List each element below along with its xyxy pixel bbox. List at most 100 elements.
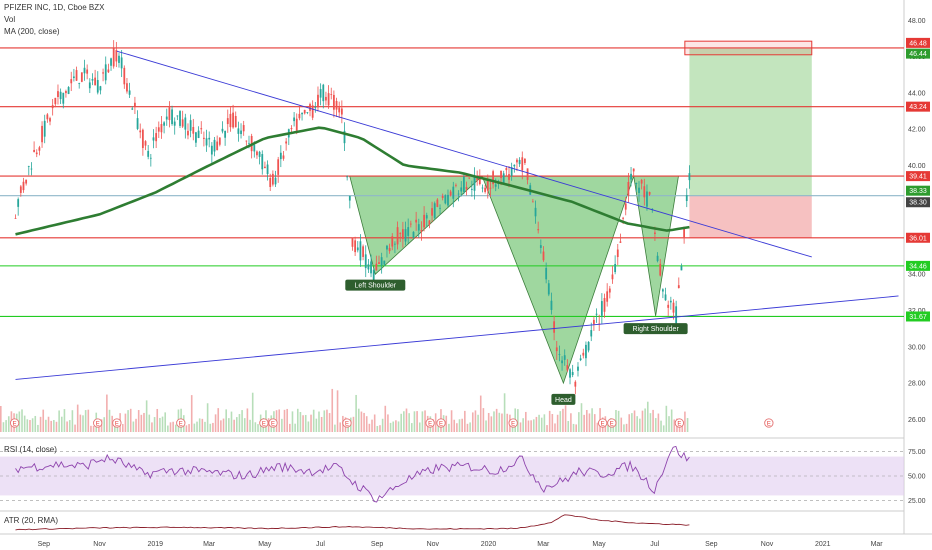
candle-body [253,145,256,152]
earnings-letter: E [511,422,515,428]
candle-body [630,173,632,180]
earnings-letter: E [610,422,614,428]
earnings-marker: E [674,418,685,428]
time-axis-tick-label: Sep [38,541,51,548]
earnings-marker: E [508,418,518,428]
candle-body [22,181,25,191]
volume-bar [596,422,599,432]
volume-bar [652,409,654,432]
candle-body [354,240,357,253]
candle-body [462,176,465,192]
volume-bar [92,425,95,432]
volume-bar [26,419,29,432]
price-badge [906,171,930,182]
candle-body [102,72,104,74]
candle-body [370,261,372,274]
time-axis-tick-label: Sep [705,541,718,548]
candle-body [14,218,17,219]
volume-bar [493,411,495,432]
volume-bar [511,425,514,432]
candle-body [526,168,529,180]
volume-bar [76,404,79,432]
candle-body [152,137,155,141]
candle-body [473,176,476,191]
volume-bar [570,413,572,432]
candle-body [338,107,341,113]
volume-bar [657,413,660,432]
candle-body [332,94,335,110]
price-axis-tick-label: 34.00 [908,272,926,279]
volume-bar [286,408,288,432]
candle-body [624,203,627,210]
candle-body [274,177,277,185]
volume-bar [315,418,318,432]
volume-bar [479,395,482,432]
candle-body [614,263,617,273]
volume-bar [331,388,334,432]
time-axis-tick-label: 2019 [147,541,163,548]
earnings-marker: E [764,418,774,428]
candle-body [59,91,62,100]
volume-bar [371,419,373,432]
earnings-letter: E [271,422,275,428]
candle-body [348,195,351,201]
candle-body [386,245,388,250]
price-badge [906,37,930,48]
volume-bar [82,415,84,432]
volume-bar [214,414,217,432]
volume-bar [257,424,259,432]
volume-bar [153,417,156,432]
candle-body [165,116,168,120]
pattern-annotation: Left Shoulder [345,279,406,291]
candle-body [646,191,648,207]
volume-bar [175,424,177,432]
candle-body [531,201,534,203]
volume-bar [108,409,111,432]
candle-body [500,170,502,179]
volume-bar [628,414,631,432]
candle-body [627,181,630,196]
trendline [116,50,812,258]
rsi-legend[interactable]: RSI (14, close) [4,445,57,454]
candle-body [433,203,436,218]
volume-bar [196,421,198,432]
atr-legend[interactable]: ATR (20, RMA) [4,516,59,525]
symbol-title[interactable]: PFIZER INC, 1D, Cboe BZX [4,3,105,12]
volume-legend[interactable]: Vol [4,15,16,24]
price-badge-label: 46.48 [909,40,927,47]
candle-body [455,184,457,186]
volume-bar [379,425,381,432]
volume-bar [363,412,365,432]
volume-bar [68,420,71,432]
candle-body [569,369,571,378]
candle-body [155,133,158,142]
candle-body [425,215,428,219]
volume-bar [538,414,540,432]
candle-body [149,157,152,159]
ma-legend[interactable]: MA (200, close) [4,27,60,36]
candle-body [545,267,548,280]
volume-bar [617,410,620,432]
candle-body [285,141,288,144]
candle-body [582,352,585,356]
volume-bar [254,422,257,432]
candle-body [465,187,468,190]
candle-body [391,236,394,247]
candle-body [632,168,635,172]
volume-bar [281,418,283,432]
candle-body [160,124,163,133]
volume-bar [485,420,487,432]
volume-bar [222,418,225,432]
price-axis-tick-label: 30.00 [908,344,926,351]
earnings-letter: E [601,422,605,428]
earnings-circle [268,418,278,428]
candle-body [635,182,638,184]
candle-body [664,294,667,301]
candle-body [595,313,598,315]
candle-body [54,97,57,105]
volume-bar [116,425,119,432]
candle-body [372,269,375,282]
candle-body [38,147,41,151]
